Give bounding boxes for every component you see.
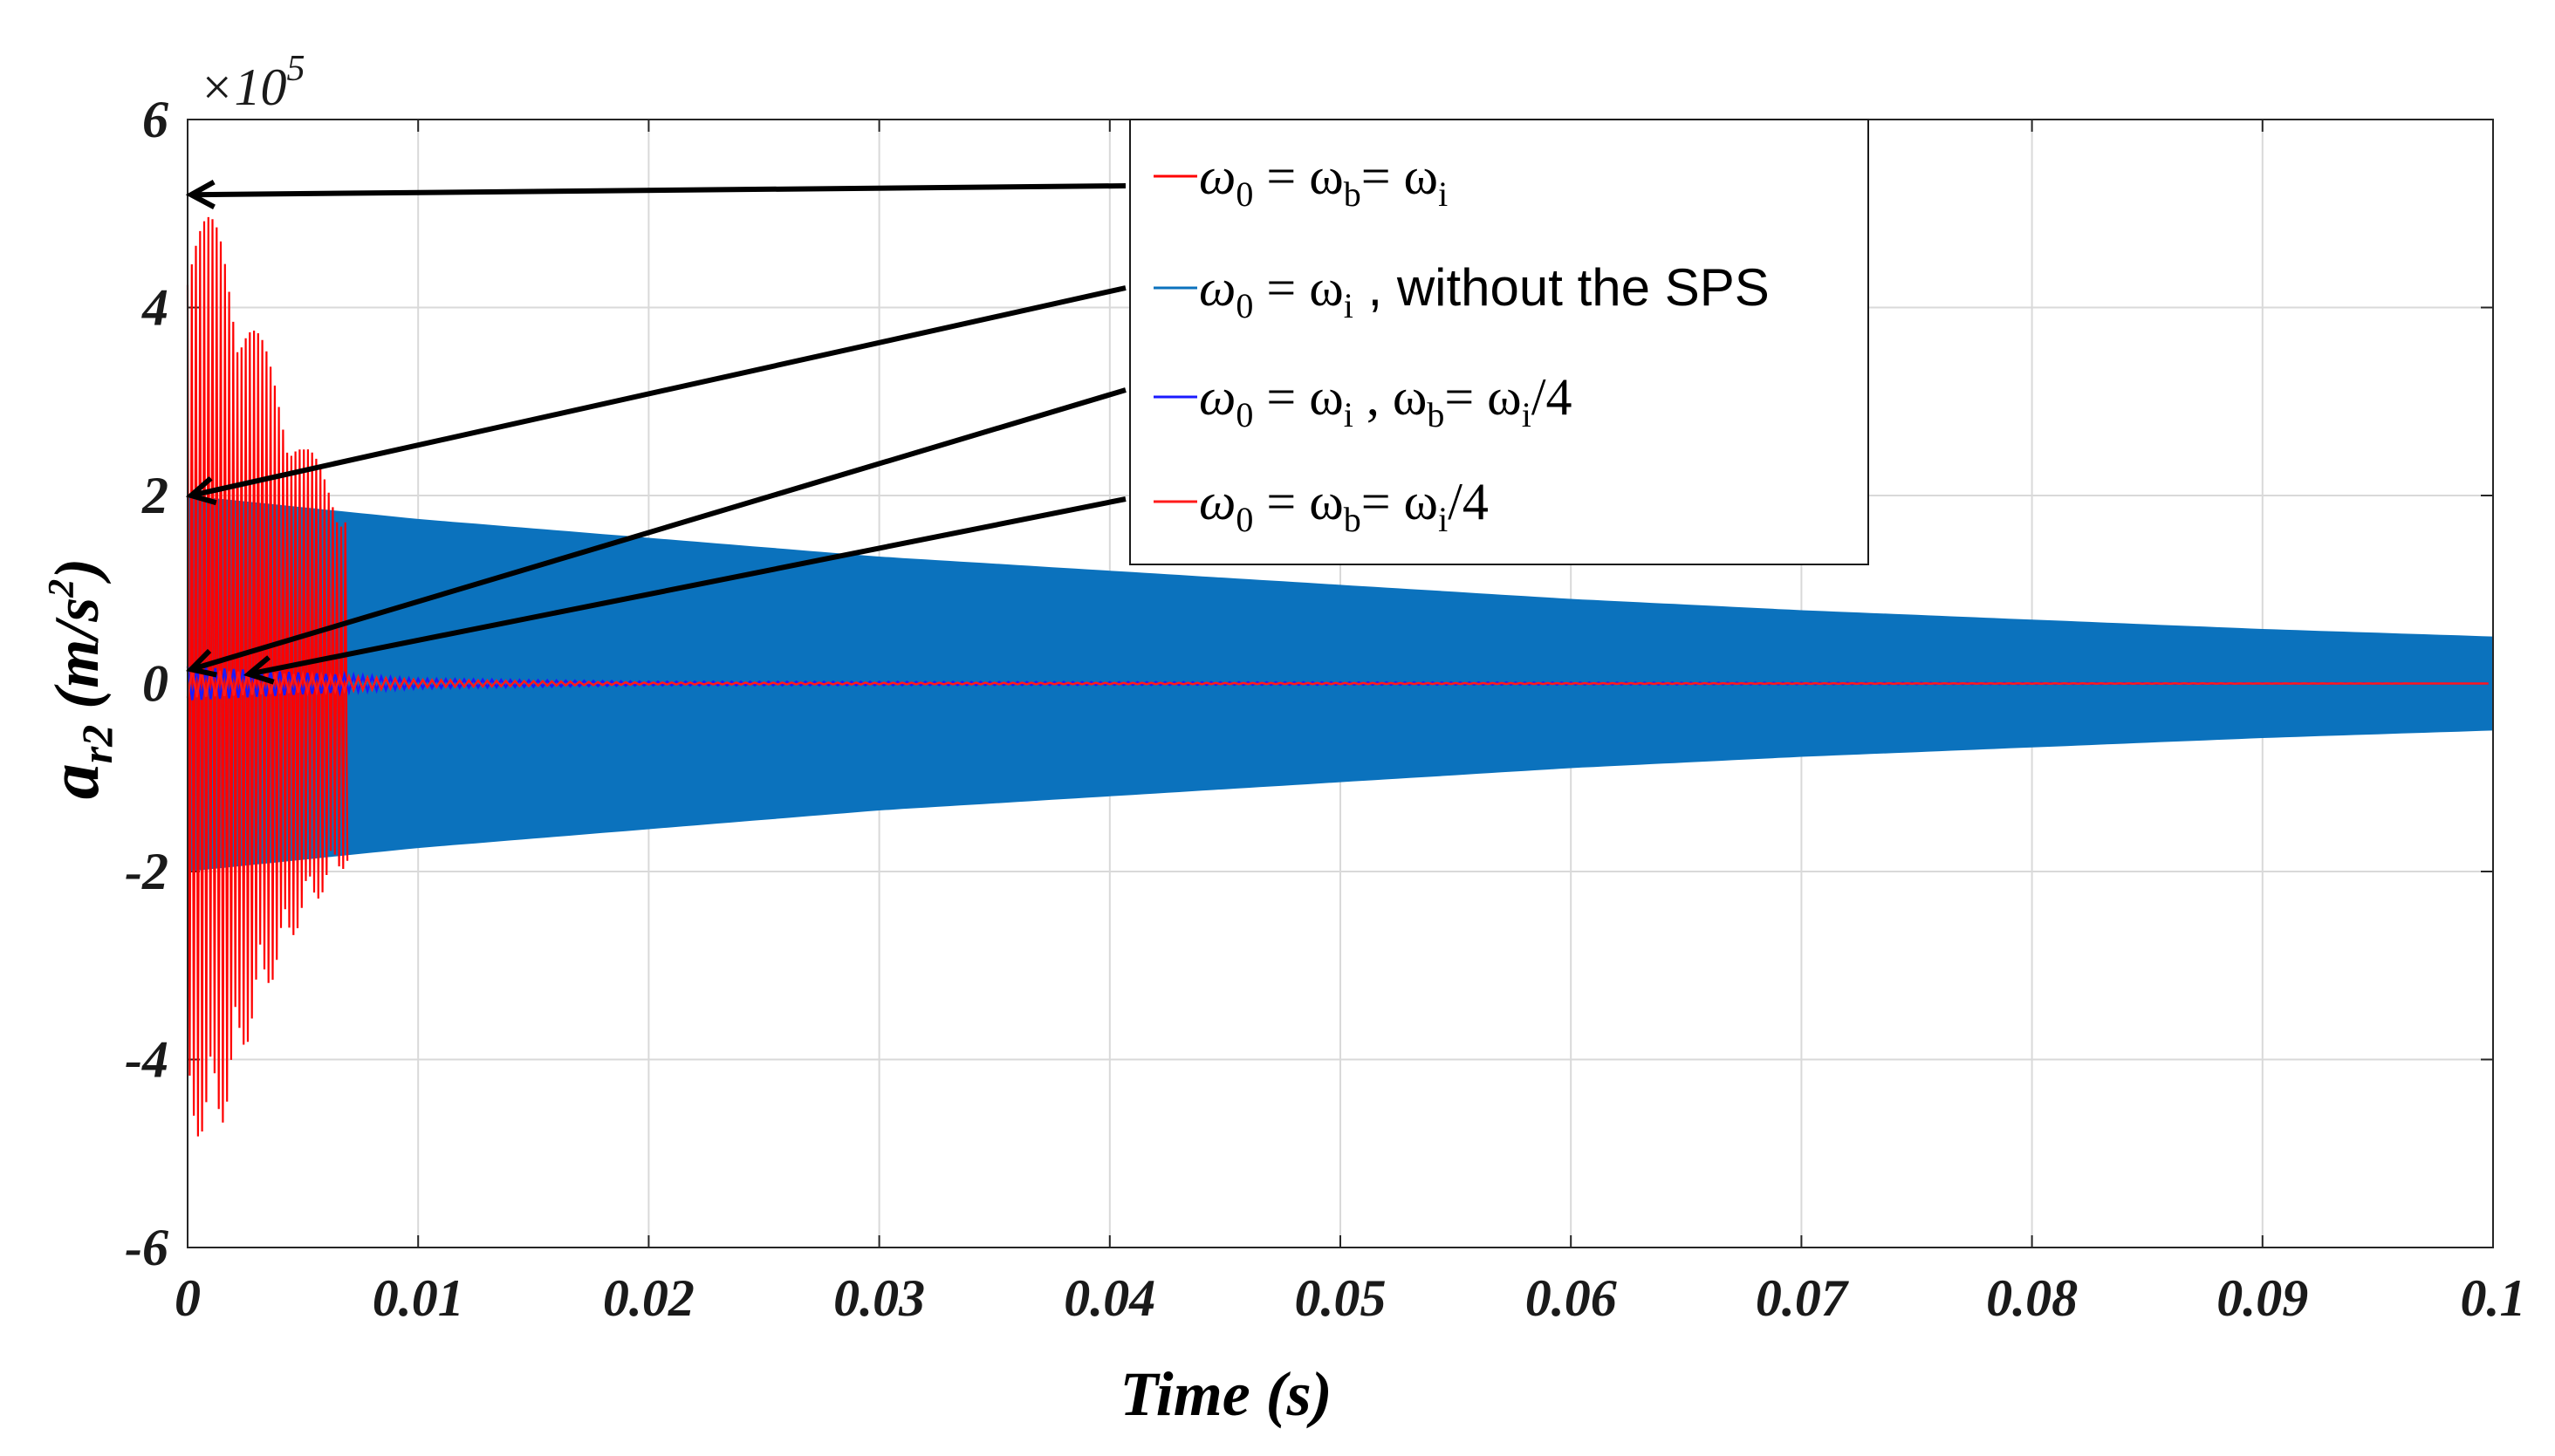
x-tick-label: 0: [175, 1269, 201, 1327]
legend-entry-2: ω0 = ωi , without the SPS: [1154, 258, 1770, 325]
svg-text:ar2 (m/s2): ar2 (m/s2): [34, 558, 121, 799]
arrow-head-4: [243, 655, 275, 685]
svg-text:ω0 = ωb= ωi: ω0 = ωb= ωi: [1199, 147, 1448, 214]
y-exponent-base: ×10: [199, 58, 287, 116]
legend-box: [1129, 119, 1869, 565]
svg-text:ω0 = ωi , without the SPS: ω0 = ωi , without the SPS: [1199, 258, 1770, 325]
arrow-line-4: [248, 496, 1127, 677]
y-label-symbol: a: [34, 763, 113, 799]
y-label-subscript: r2: [72, 725, 121, 763]
arrow-head-3: [186, 648, 217, 678]
arrow-line-2: [190, 285, 1127, 498]
svg-text:×105: ×105: [199, 49, 305, 116]
x-tick-label: 0.05: [1295, 1269, 1387, 1327]
svg-text:ω0 = ωi , ωb= ωi/4: ω0 = ωi , ωb= ωi/4: [1199, 368, 1572, 434]
y-tick-label: 0: [142, 655, 168, 713]
y-exponent-power: 5: [287, 49, 305, 89]
arrow-head-1: [185, 179, 216, 209]
x-tick-label: 0.03: [833, 1269, 925, 1327]
svg-text:ω0 = ωb= ωi/4: ω0 = ωb= ωi/4: [1199, 473, 1489, 539]
legend-entry-3: ω0 = ωi , ωb= ωi/4: [1154, 368, 1572, 434]
y-axis-label: ar2 (m/s2): [34, 558, 121, 799]
y-tick-label: -4: [125, 1031, 168, 1089]
arrow-head-2: [185, 475, 217, 506]
arrow-line-3: [190, 387, 1127, 673]
y-tick-label: 2: [141, 467, 168, 524]
x-axis-label: Time (s): [1120, 1359, 1332, 1429]
tick-labels: 0 0.01 0.02 0.03 0.04 0.05 0.06 0.07 0.08 0.09 0.1…: [125, 91, 2525, 1327]
y-label-unit-prefix: (m/s: [42, 598, 112, 725]
series-wb-equals-wi-line: [186, 216, 349, 1137]
y-tick-label: -6: [125, 1219, 168, 1276]
legend: ω0 = ωb= ωi ω0 = ωi , without the SPS ω0…: [1129, 119, 1869, 565]
arrow-line-1: [190, 183, 1127, 198]
x-tick-label: 0.01: [373, 1269, 464, 1327]
series-layer: [186, 216, 2493, 1137]
x-tick-label: 0.1: [2461, 1269, 2526, 1327]
x-tick-label: 0.04: [1064, 1269, 1155, 1327]
y-exponent-label: ×105: [199, 49, 305, 116]
y-label-unit-power: 2: [42, 579, 82, 598]
y-tick-label: -2: [125, 843, 168, 900]
legend-entry-1: ω0 = ωb= ωi: [1154, 147, 1448, 214]
legend-entry-4: ω0 = ωb= ωi/4: [1154, 473, 1489, 539]
x-tick-label: 0.06: [1525, 1269, 1617, 1327]
y-tick-label: 6: [142, 91, 168, 148]
x-tick-label: 0.02: [603, 1269, 695, 1327]
y-tick-label: 4: [141, 279, 168, 337]
x-tick-label: 0.08: [1986, 1269, 2078, 1327]
annotation-arrows: [185, 179, 1127, 685]
x-tick-label: 0.07: [1756, 1269, 1849, 1327]
series-w0-quarter-line: [186, 669, 2489, 698]
x-tick-label: 0.09: [2216, 1269, 2308, 1327]
